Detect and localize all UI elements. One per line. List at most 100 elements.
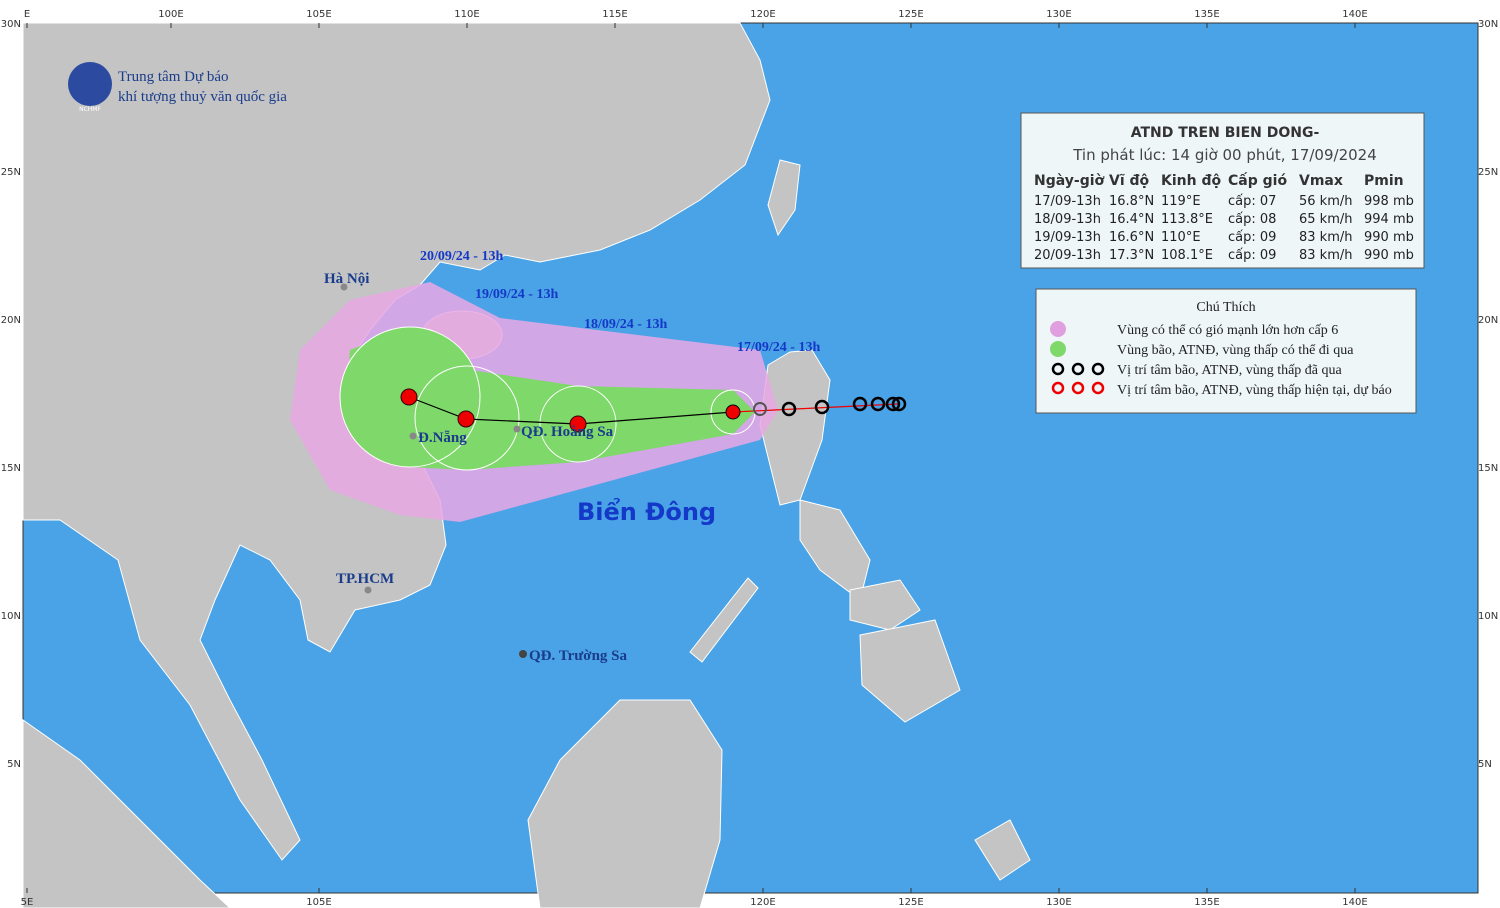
forecast-position xyxy=(457,410,475,428)
table-cell: 83 km/h xyxy=(1299,230,1353,245)
past-position xyxy=(852,396,868,412)
lon-label: 115E xyxy=(602,9,627,20)
track xyxy=(340,283,907,658)
lat-label: 30N xyxy=(1,19,21,30)
legend-symbol xyxy=(1051,362,1065,376)
city-dot xyxy=(409,432,417,440)
table-cell: 17.3°N xyxy=(1109,248,1154,263)
lat-label: 30N xyxy=(1478,19,1498,30)
past-position xyxy=(781,401,797,417)
lon-label: 130E xyxy=(1046,9,1071,20)
map-labels: Hà Nội Đ.Nẵng QĐ. Hoàng Sa TP.HCM QĐ. Tr… xyxy=(324,249,820,664)
forecast-circle xyxy=(539,385,617,463)
city-label: Đ.Nẵng xyxy=(418,430,467,446)
current-position xyxy=(725,404,741,420)
city-label: TP.HCM xyxy=(336,571,394,587)
table-cell: 110°E xyxy=(1161,230,1201,245)
lon-label: 140E xyxy=(1342,897,1367,908)
table-cell: 16.4°N xyxy=(1109,212,1154,227)
lon-label: 110E xyxy=(454,9,479,20)
table-cell: cấp: 09 xyxy=(1228,230,1276,245)
city-dots xyxy=(340,283,527,658)
table-cell: 998 mb xyxy=(1364,194,1414,209)
table-box xyxy=(1020,112,1425,269)
org-name: khí tượng thuỷ văn quốc gia xyxy=(118,89,287,105)
legend-swatch xyxy=(1050,341,1066,357)
legend-swatch xyxy=(1051,381,1105,395)
legend-symbol xyxy=(1091,362,1105,376)
past-position xyxy=(753,402,767,416)
legend-symbol xyxy=(1051,381,1065,395)
legend-title: Chú Thích xyxy=(1196,300,1255,315)
legend-symbol xyxy=(1071,362,1085,376)
lon-label: 125E xyxy=(898,897,923,908)
table-header: Kinh độ xyxy=(1161,173,1221,189)
logo-label: NCHMF xyxy=(79,106,101,113)
legend-symbol xyxy=(1071,381,1085,395)
table-cell: 16.8°N xyxy=(1109,194,1154,209)
land xyxy=(22,22,1031,908)
lon-label: E xyxy=(24,9,30,20)
city-label: QĐ. Hoàng Sa xyxy=(521,424,614,440)
table-header: Cấp gió xyxy=(1228,172,1287,189)
legend-symbol xyxy=(1091,381,1105,395)
table-cell: 56 km/h xyxy=(1299,194,1353,209)
legend-item: Vị trí tâm bão, ATNĐ, vùng thấp đã qua xyxy=(1117,363,1343,378)
table-cell: cấp: 08 xyxy=(1228,212,1276,227)
forecast-position xyxy=(400,388,418,406)
table-header: Vmax xyxy=(1299,173,1343,189)
city-dot xyxy=(513,425,521,433)
table-cell: 990 mb xyxy=(1364,230,1414,245)
past-position xyxy=(891,396,907,412)
past-position xyxy=(870,396,886,412)
legend-item: Vùng có thể có gió mạnh lớn hơn cấp 6 xyxy=(1117,323,1338,338)
table-cell: 16.6°N xyxy=(1109,230,1154,245)
lon-label: 105E xyxy=(306,897,331,908)
city-dot xyxy=(519,650,527,658)
table-cell: 20/09-13h xyxy=(1034,248,1101,263)
table-cell: cấp: 09 xyxy=(1228,248,1276,263)
lon-label: 125E xyxy=(898,9,923,20)
legend-item: Vị trí tâm bão, ATNĐ, vùng thấp hiện tại… xyxy=(1117,383,1392,398)
table-issued: Tin phát lúc: 14 giờ 00 phút, 17/09/2024 xyxy=(1072,146,1377,164)
legend: Chú Thích Vùng có thể có gió mạnh lớn hơ… xyxy=(1035,288,1417,414)
lon-label: 130E xyxy=(1046,897,1071,908)
lon-label: 100E xyxy=(158,9,183,20)
axes: E 100E 105E 110E 115E 120E 125E 130E 135E 140E 5E 1… xyxy=(1,9,1498,908)
lon-label: 140E xyxy=(1342,9,1367,20)
table-cell: 18/09-13h xyxy=(1034,212,1101,227)
legend-swatch xyxy=(1050,321,1066,337)
lon-label: 120E xyxy=(750,9,775,20)
forecast-time: 17/09/24 - 13h xyxy=(737,340,820,355)
forecast-time: 20/09/24 - 13h xyxy=(420,249,503,264)
logo-mark xyxy=(68,62,112,106)
legend-swatch xyxy=(1051,362,1105,376)
lat-label: 10N xyxy=(1478,611,1498,622)
forecast-position xyxy=(569,415,587,433)
info-table: ATND TREN BIEN DONG- Tin phát lúc: 14 gi… xyxy=(1020,112,1425,269)
lat-label: 5N xyxy=(1478,759,1492,770)
forecast-time: 18/09/24 - 13h xyxy=(584,317,667,332)
logo: NCHMF Trung tâm Dự báo khí tượng thuỷ vă… xyxy=(68,62,287,113)
lon-label: 105E xyxy=(306,9,331,20)
table-cell: cấp: 07 xyxy=(1228,194,1276,209)
table-header: Pmin xyxy=(1364,173,1404,189)
lat-label: 20N xyxy=(1478,315,1498,326)
lat-label: 10N xyxy=(1,611,21,622)
lon-label: 135E xyxy=(1194,897,1219,908)
city-label: QĐ. Trường Sa xyxy=(529,648,628,664)
table-header: Ngày-giờ xyxy=(1034,173,1105,189)
forecast-time: 19/09/24 - 13h xyxy=(475,287,558,302)
table-cell: 65 km/h xyxy=(1299,212,1353,227)
table-cell: 108.1°E xyxy=(1161,248,1213,263)
city-dot xyxy=(364,586,372,594)
table-cell: 994 mb xyxy=(1364,212,1414,227)
org-name: Trung tâm Dự báo xyxy=(118,69,229,85)
lat-label: 5N xyxy=(7,759,21,770)
legend-item: Vùng bão, ATNĐ, vùng thấp có thể đi qua xyxy=(1117,343,1354,358)
lat-label: 25N xyxy=(1,167,21,178)
lat-label: 15N xyxy=(1,463,21,474)
table-cell: 17/09-13h xyxy=(1034,194,1101,209)
forecast-circle xyxy=(414,365,520,471)
